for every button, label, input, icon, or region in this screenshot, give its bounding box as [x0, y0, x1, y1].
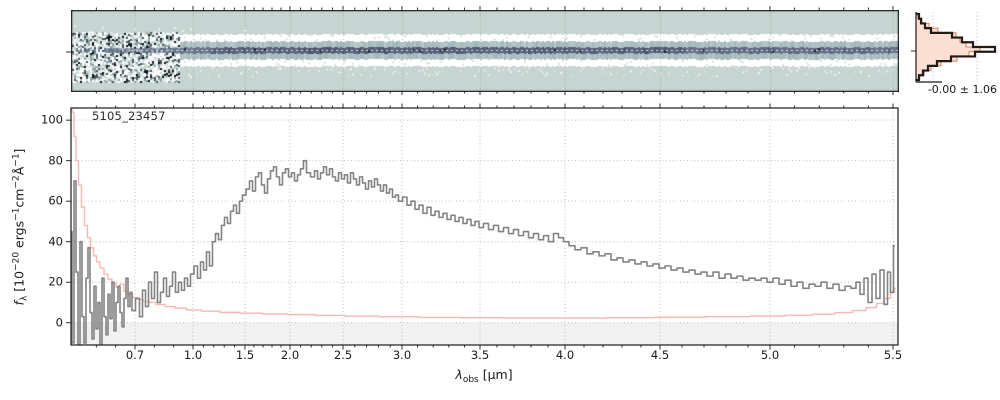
y-tick-label: 80	[48, 152, 63, 167]
y-axis-label-part: Å	[11, 166, 27, 176]
y-tick-label: 100	[41, 112, 63, 127]
y-axis-label-part: −1	[11, 153, 22, 167]
x-tick-label: 5.0	[760, 348, 780, 362]
x-tick-label: 3.0	[392, 348, 412, 362]
x-axis-label-symbol: λ	[455, 367, 463, 382]
y-axis-label-part: −2	[11, 175, 22, 189]
object-id-label: 5105_23457	[92, 109, 166, 123]
x-tick-label: 1.5	[235, 348, 255, 362]
x-tick-label: 5.5	[883, 348, 903, 362]
y-axis-label-part: −20	[11, 251, 22, 271]
x-tick-label: 4.5	[650, 348, 670, 362]
x-tick-label: 1.0	[183, 348, 203, 362]
x-tick-label: 2.0	[280, 348, 300, 362]
y-axis-label-part: λ	[19, 295, 30, 302]
y-axis-label: fλ [10−20 ergs−1cm−2Å−1]	[11, 148, 30, 306]
y-axis-label-part: cm	[11, 188, 27, 208]
x-tick-label: 0.7	[125, 348, 145, 362]
y-axis-label-part: [10	[11, 270, 27, 296]
y-axis-label-part: f	[11, 301, 27, 306]
x-tick-label: 4.0	[555, 348, 575, 362]
y-tick-label: 20	[48, 274, 63, 289]
y-tick-label: 60	[48, 193, 63, 208]
x-axis-label-unit: [μm]	[478, 367, 513, 382]
y-axis-label-part: ergs	[11, 220, 27, 252]
y-axis-label-part: ]	[11, 148, 27, 154]
x-tick-label: 3.5	[470, 348, 490, 362]
spec2d-heatmap	[71, 10, 899, 92]
x-axis-label: λobs [μm]	[455, 367, 513, 385]
y-tick-label: 0	[55, 314, 63, 329]
x-axis-label-subscript: obs	[462, 375, 479, 385]
y-axis-label-part: −1	[11, 207, 22, 221]
x-tick-label: 2.5	[333, 348, 353, 362]
y-tick-label: 40	[48, 233, 63, 248]
histogram-stats-label: -0.00 ± 1.06	[927, 83, 997, 96]
